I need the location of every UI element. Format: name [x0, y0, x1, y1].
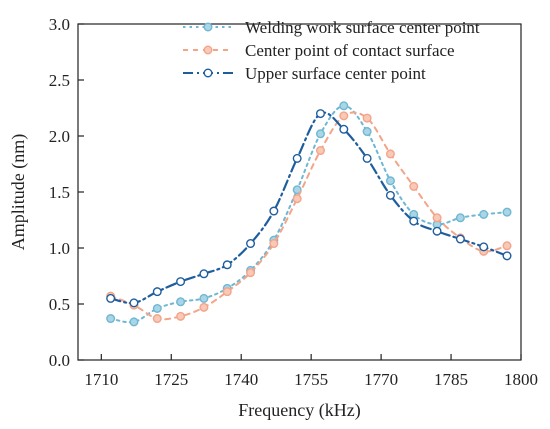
- series-2: [106, 111, 512, 324]
- data-point: [176, 311, 186, 321]
- data-point: [106, 293, 116, 303]
- series-line: [109, 111, 509, 321]
- y-tick-label: 3.0: [49, 15, 70, 34]
- data-point: [199, 269, 209, 279]
- data-point: [409, 216, 419, 226]
- series-3: [106, 109, 512, 308]
- x-tick-label: 1800: [504, 370, 538, 389]
- data-point: [222, 260, 232, 270]
- data-point: [362, 153, 372, 163]
- data-point: [479, 209, 489, 219]
- data-point: [502, 241, 512, 251]
- legend: Welding work surface center point Center …: [183, 18, 480, 83]
- x-axis: 1710 1725 1740 1755 1770 1785 1800: [84, 354, 538, 389]
- legend-item: Center point of contact surface: [183, 41, 455, 60]
- x-tick-label: 1710: [84, 370, 118, 389]
- data-point: [292, 153, 302, 163]
- legend-label: Upper surface center point: [245, 64, 426, 83]
- data-point: [106, 314, 116, 324]
- data-point: [129, 298, 139, 308]
- series-layer: [106, 101, 512, 327]
- data-point: [315, 109, 325, 119]
- y-axis-label: Amplitude (nm): [8, 134, 29, 250]
- data-point: [199, 302, 209, 312]
- legend-label: Center point of contact surface: [245, 41, 455, 60]
- x-tick-label: 1770: [364, 370, 398, 389]
- data-point: [432, 226, 442, 236]
- legend-item: Upper surface center point: [183, 64, 426, 83]
- legend-swatch-marker: [203, 22, 213, 32]
- data-point: [269, 239, 279, 249]
- y-tick-label: 0.0: [49, 351, 70, 370]
- data-point: [479, 242, 489, 252]
- legend-swatch-marker: [203, 68, 213, 78]
- y-tick-label: 0.5: [49, 295, 70, 314]
- y-tick-label: 1.0: [49, 239, 70, 258]
- data-point: [315, 129, 325, 139]
- y-tick-label: 2.0: [49, 127, 70, 146]
- x-tick-label: 1740: [224, 370, 258, 389]
- y-tick-label: 1.5: [49, 183, 70, 202]
- data-point: [269, 206, 279, 216]
- data-point: [199, 293, 209, 303]
- x-tick-label: 1785: [434, 370, 468, 389]
- legend-swatch-marker: [203, 45, 213, 55]
- data-point: [362, 127, 372, 137]
- data-point: [385, 176, 395, 186]
- data-point: [455, 213, 465, 223]
- data-point: [385, 149, 395, 159]
- data-point: [409, 181, 419, 191]
- data-point: [222, 287, 232, 297]
- x-axis-label: Frequency (kHz): [238, 400, 360, 421]
- data-point: [292, 194, 302, 204]
- data-point: [385, 190, 395, 200]
- series-line: [109, 111, 509, 305]
- data-point: [152, 303, 162, 313]
- data-point: [292, 185, 302, 195]
- x-tick-label: 1725: [154, 370, 188, 389]
- data-point: [339, 101, 349, 111]
- data-point: [339, 124, 349, 134]
- data-point: [246, 268, 256, 278]
- legend-item: Welding work surface center point: [183, 18, 480, 37]
- legend-label: Welding work surface center point: [245, 18, 480, 37]
- y-axis: 0.0 0.5 1.0 1.5 2.0 2.5 3.0: [49, 15, 84, 370]
- y-tick-label: 2.5: [49, 71, 70, 90]
- data-point: [152, 314, 162, 324]
- data-point: [362, 113, 372, 123]
- series-line: [109, 104, 509, 324]
- data-point: [432, 213, 442, 223]
- data-point: [339, 111, 349, 121]
- data-point: [455, 234, 465, 244]
- data-point: [152, 287, 162, 297]
- data-point: [502, 207, 512, 217]
- data-point: [176, 297, 186, 307]
- data-point: [246, 239, 256, 249]
- data-point: [129, 317, 139, 327]
- series-1: [106, 101, 512, 327]
- data-point: [315, 146, 325, 156]
- data-point: [502, 251, 512, 261]
- data-point: [176, 277, 186, 287]
- x-tick-label: 1755: [294, 370, 328, 389]
